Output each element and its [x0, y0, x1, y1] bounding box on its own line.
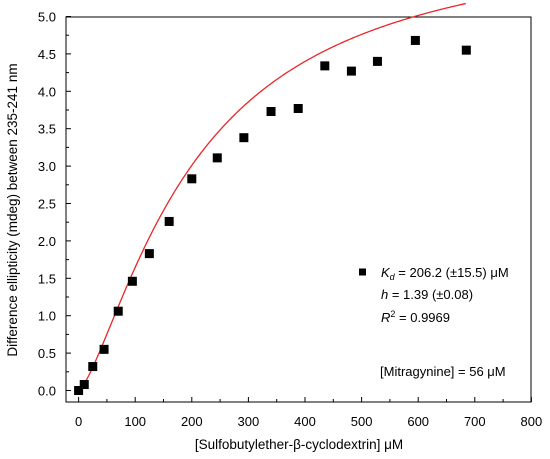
legend-h-symbol: h [381, 287, 388, 302]
data-points [74, 35, 471, 395]
y-tick-label: 2.0 [38, 234, 56, 249]
legend-h-value: = 1.39 (±0.08) [388, 287, 473, 302]
legend-h: h = 1.39 (±0.08) [381, 287, 473, 302]
data-point [164, 216, 174, 226]
x-tick-label: 700 [464, 414, 486, 429]
data-point [293, 104, 303, 113]
data-point [79, 380, 89, 390]
y-axis-title: Difference ellipticity (mdeg) between 23… [5, 63, 20, 356]
x-tick-label: 500 [351, 414, 373, 429]
y-tick-label: 4.0 [38, 84, 56, 99]
legend-r2: R2 = 0.9969 [381, 309, 450, 325]
x-tick-label: 400 [294, 414, 316, 429]
data-point [410, 35, 420, 45]
y-tick-label: 1.0 [38, 309, 56, 324]
data-point [113, 306, 123, 316]
x-tick-label: 600 [407, 414, 429, 429]
legend-kd: Kd = 206.2 (±15.5) μM [381, 265, 509, 282]
data-point [88, 362, 98, 372]
data-point [212, 153, 222, 163]
data-point [99, 344, 109, 354]
legend-kd-subscript: d [390, 272, 396, 282]
data-point [320, 61, 330, 71]
y-tick-label: 4.5 [38, 47, 56, 62]
x-tick-label: 100 [124, 414, 146, 429]
fit-legend: Kd = 206.2 (±15.5) μM h = 1.39 (±0.08) R… [359, 265, 509, 325]
data-point [144, 249, 154, 259]
data-point [127, 276, 137, 286]
legend-r-symbol: R [381, 310, 390, 325]
y-tick-label: 2.5 [38, 197, 56, 212]
data-point [372, 56, 382, 66]
data-point [239, 133, 249, 143]
legend-r-superscript: 2 [390, 309, 395, 319]
y-tick-label: 1.5 [38, 271, 56, 286]
data-point [187, 174, 197, 184]
axis-ticks [66, 16, 532, 402]
x-tick-label: 300 [238, 414, 260, 429]
legend-marker [359, 268, 366, 276]
data-point [74, 386, 84, 395]
legend-kd-value: = 206.2 (±15.5) μM [395, 265, 509, 280]
legend-kd-symbol: K [381, 265, 391, 280]
data-point [346, 66, 356, 76]
y-tick-label: 3.0 [38, 159, 56, 174]
y-tick-label: 5.0 [38, 10, 56, 25]
data-point [266, 107, 276, 116]
y-tick-labels: 0.0 0.5 1.0 1.5 2.0 2.5 3.0 3.5 4.0 4.5 … [38, 10, 56, 399]
y-tick-label: 0.0 [38, 384, 56, 399]
legend-r2-value: = 0.9969 [395, 310, 450, 325]
x-tick-label: 200 [181, 414, 203, 429]
y-tick-label: 3.5 [38, 122, 56, 137]
data-point [461, 45, 471, 55]
x-tick-label: 0 [75, 414, 82, 429]
x-tick-labels: 0 100 200 300 400 500 600 700 800 [75, 414, 542, 429]
fit-curve [78, 2, 466, 392]
x-axis-title: [Sulfobutylether-β-cyclodextrin] μM [195, 437, 403, 452]
concentration-annotation: [Mitragynine] = 56 μM [380, 364, 506, 379]
plot-frame [65, 16, 532, 403]
y-tick-label: 0.5 [38, 346, 56, 361]
x-tick-label: 800 [521, 414, 543, 429]
